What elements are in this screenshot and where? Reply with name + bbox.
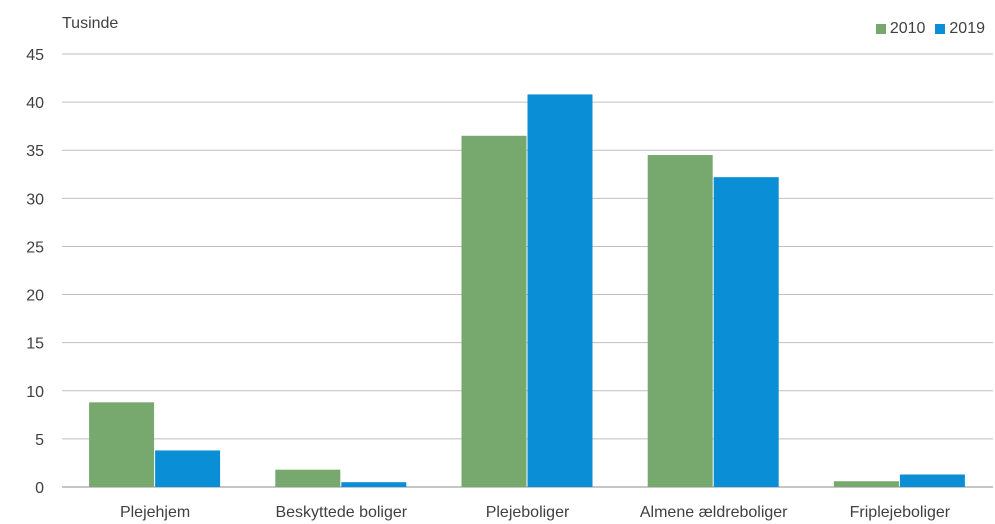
bar-2010-beskyttede-boliger [275, 469, 341, 487]
legend-item-2010: 2010 [875, 20, 926, 38]
bar-2010-plejeboliger [461, 135, 527, 488]
legend-item-2019: 2019 [935, 20, 985, 38]
bar-2019-plejeboliger [527, 94, 593, 487]
y-tick-label: 5 [35, 432, 44, 449]
legend-label-2019: 2019 [949, 20, 985, 37]
y-tick-label: 10 [26, 384, 44, 401]
y-tick-label: 35 [26, 143, 44, 160]
x-tick-label: Almene ældreboliger [640, 504, 788, 521]
chart-legend: 2010 2019 [875, 20, 985, 38]
x-tick-label: Beskyttede boliger [275, 504, 407, 521]
y-tick-label: 20 [26, 288, 44, 305]
y-tick-label: 0 [35, 480, 44, 497]
bar-2019-almene-ældreboliger [713, 177, 779, 488]
legend-swatch-2010 [875, 24, 886, 34]
bar-2010-friplejeboliger [833, 481, 899, 487]
x-tick-label: Plejeboliger [486, 504, 570, 521]
bars [89, 94, 965, 488]
y-axis-unit-label: Tusinde [62, 15, 119, 32]
x-tick-label: Friplejeboliger [850, 504, 951, 521]
bar-2010-plejehjem [89, 402, 155, 487]
y-tick-label: 25 [26, 239, 44, 256]
bar-2010-almene-ældreboliger [647, 155, 713, 488]
legend-label-2010: 2010 [889, 20, 926, 37]
y-tick-label: 40 [26, 95, 44, 112]
y-axis-ticks: 0 5 10 15 20 25 30 35 40 45 [26, 47, 44, 497]
x-tick-label: Plejehjem [120, 504, 190, 521]
legend-swatch-2019 [935, 24, 946, 34]
y-tick-label: 15 [26, 336, 44, 353]
y-tick-label: 30 [26, 191, 44, 208]
y-tick-label: 45 [26, 47, 44, 64]
x-axis-labels: Plejehjem Beskyttede boliger Plejeboliger A… [120, 504, 951, 521]
bar-2019-friplejeboliger [899, 474, 965, 487]
bar-2019-plejehjem [155, 450, 221, 487]
bar-2019-beskyttede-boliger [341, 482, 407, 487]
